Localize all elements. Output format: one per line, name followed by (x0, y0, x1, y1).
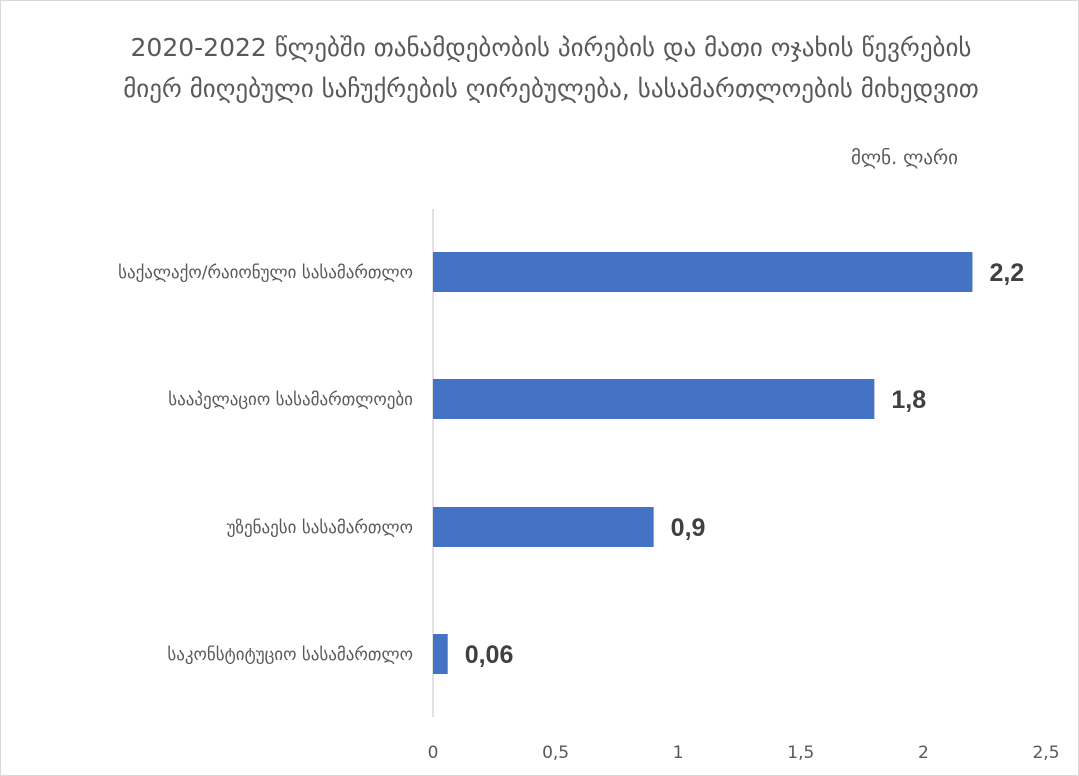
x-tick-label: 0 (428, 743, 439, 763)
category-label: საქალაქო/რაიონული სასამართლო (118, 263, 413, 283)
category-label: საკონსტიტუციო სასამართლო (167, 645, 413, 665)
x-tick-label: 1 (673, 743, 684, 763)
bar (433, 252, 973, 292)
bar (433, 634, 448, 674)
data-label: 1,8 (891, 386, 926, 414)
category-label: უზენაესი სასამართლო (227, 518, 413, 538)
data-label: 0,9 (671, 514, 706, 542)
x-tick-label: 2 (918, 743, 929, 763)
category-label: სააპელაციო სასამართლოები (168, 390, 413, 410)
chart-title: 2020-2022 წლებში თანამდებობის პირების და… (123, 33, 979, 103)
unit-label: მლნ. ლარი (851, 147, 958, 169)
x-tick-label: 1,5 (787, 743, 814, 763)
bar (433, 379, 875, 419)
x-tick-label: 0,5 (542, 743, 569, 763)
data-label: 2,2 (989, 259, 1024, 287)
bar (433, 507, 654, 547)
data-label: 0,06 (465, 641, 514, 669)
x-tick-label: 2,5 (1032, 743, 1059, 763)
